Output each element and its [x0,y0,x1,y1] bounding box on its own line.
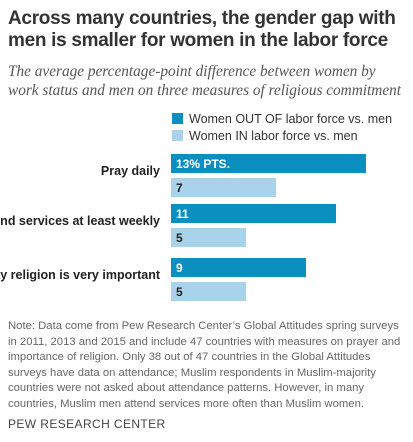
chart-note: Note: Data come from Pew Research Center… [8,320,401,410]
data-label-in-attend-services-at-least-weekly: 5 [176,231,183,245]
bar-in-attend-services-at-least-weekly [171,228,246,247]
bars-group: Pray daily 13% PTS. 7 Attend services at le… [0,154,366,301]
category-label-pray-daily: Pray daily [101,164,160,178]
legend: Women OUT OF labor force vs. men Women I… [172,112,392,143]
bar-out-attend-services-at-least-weekly [171,204,336,223]
bar-out-pray-daily [171,154,366,173]
legend-swatch-out [172,113,183,124]
chart-subtitle: The average percentage-point difference … [8,63,402,99]
data-label-out-pray-daily: 13% PTS. [176,157,230,171]
legend-label-out: Women OUT OF labor force vs. men [189,112,392,126]
bar-in-pray-daily [171,178,276,197]
category-label-say-religion-is-very-important: Say religion is very important [0,268,161,282]
legend-swatch-in [172,130,183,141]
bar-out-say-religion-is-very-important [171,258,306,277]
data-label-in-say-religion-is-very-important: 5 [176,285,183,299]
data-label-out-say-religion-is-very-important: 9 [176,261,183,275]
data-label-in-pray-daily: 7 [176,181,183,195]
bar-chart: Women OUT OF labor force vs. men Women I… [0,112,392,301]
bar-in-say-religion-is-very-important [171,282,246,301]
legend-label-in: Women IN labor force vs. men [189,129,358,143]
category-label-attend-services-at-least-weekly: Attend services at least weekly [0,214,160,228]
data-label-out-attend-services-at-least-weekly: 11 [176,207,189,221]
source-credit: PEW RESEARCH CENTER [8,417,166,431]
chart-title: Across many countries, the gender gap wi… [8,8,396,51]
